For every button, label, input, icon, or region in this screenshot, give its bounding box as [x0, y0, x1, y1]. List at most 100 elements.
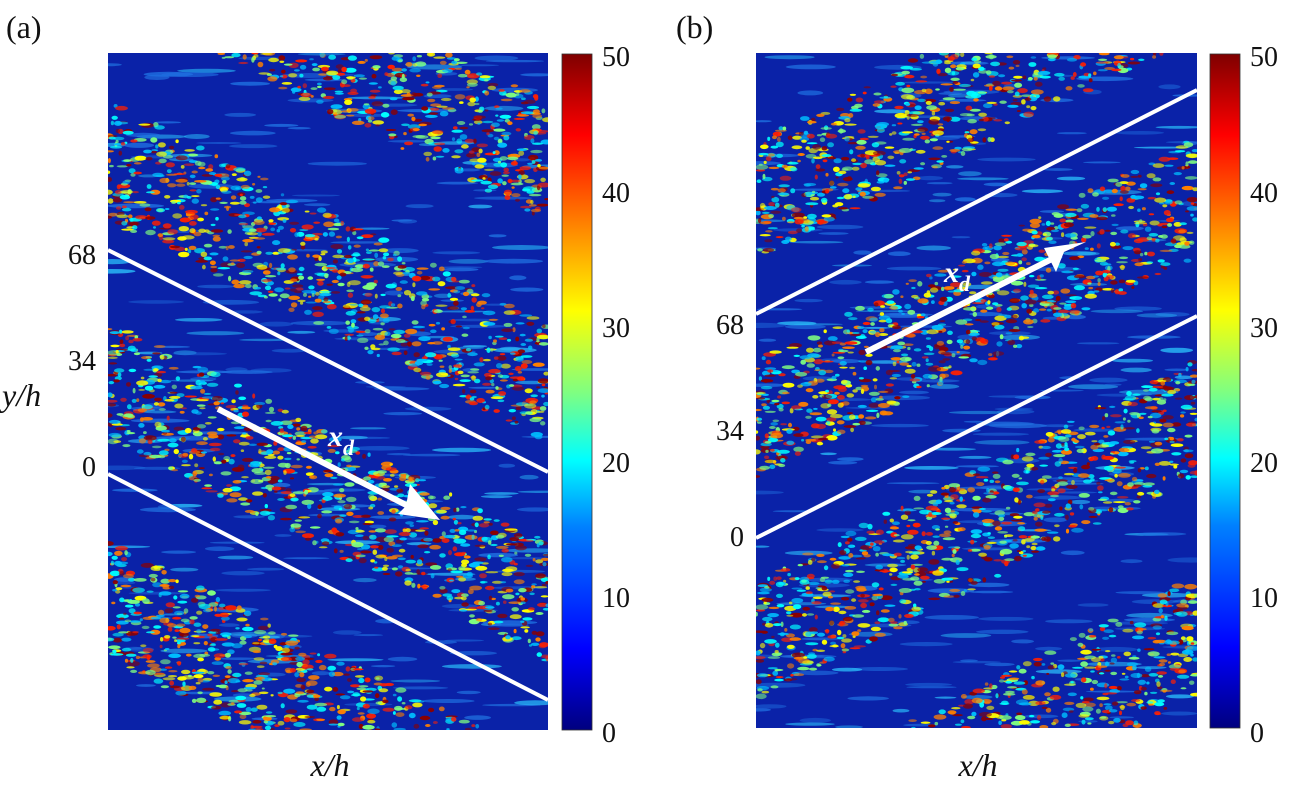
- field-speckle: [785, 236, 792, 241]
- field-streak: [509, 275, 527, 281]
- field-speckle: [432, 156, 437, 161]
- field-speckle: [860, 153, 865, 158]
- field-speckle: [344, 333, 355, 336]
- field-speckle: [350, 694, 361, 697]
- field-speckle: [889, 377, 898, 380]
- field-speckle: [224, 680, 228, 684]
- field-speckle: [494, 105, 500, 109]
- field-streak: [1137, 532, 1187, 536]
- field-speckle: [805, 191, 812, 197]
- field-speckle: [112, 589, 117, 592]
- field-speckle: [245, 623, 250, 627]
- field-speckle: [430, 136, 441, 140]
- field-speckle: [517, 376, 525, 381]
- field-streak: [1046, 477, 1085, 480]
- field-streak: [421, 699, 475, 703]
- field-streak: [464, 715, 491, 720]
- field-speckle: [208, 164, 214, 170]
- field-streak: [1161, 711, 1197, 716]
- field-speckle: [518, 150, 525, 156]
- field-speckle: [875, 124, 883, 130]
- field-speckle: [960, 53, 965, 58]
- field-speckle: [759, 234, 771, 237]
- field-speckle: [1030, 56, 1037, 59]
- field-speckle: [373, 261, 380, 267]
- field-speckle: [182, 452, 189, 457]
- field-speckle: [352, 668, 364, 671]
- field-speckle: [926, 384, 930, 388]
- field-streak: [218, 623, 240, 627]
- field-speckle: [906, 333, 916, 338]
- field-speckle: [273, 490, 278, 493]
- field-streak: [517, 490, 548, 493]
- field-speckle: [135, 655, 140, 660]
- field-speckle: [367, 452, 371, 457]
- field-speckle: [1173, 172, 1182, 176]
- field-speckle: [405, 62, 413, 67]
- field-speckle: [1065, 212, 1077, 218]
- field-speckle: [176, 393, 185, 398]
- field-speckle: [495, 601, 500, 606]
- field-speckle: [331, 279, 339, 284]
- field-speckle: [169, 245, 181, 249]
- field-speckle: [349, 303, 359, 306]
- field-speckle: [254, 630, 267, 635]
- field-speckle: [308, 285, 315, 290]
- field-speckle: [436, 509, 447, 514]
- field-speckle: [458, 529, 467, 535]
- field-speckle: [1073, 55, 1081, 60]
- field-speckle: [899, 159, 907, 164]
- field-speckle: [189, 214, 199, 220]
- field-speckle: [256, 246, 261, 249]
- field-speckle: [977, 264, 984, 270]
- field-speckle: [913, 296, 921, 300]
- field-speckle: [800, 359, 806, 365]
- field-speckle: [243, 255, 253, 260]
- field-speckle: [490, 348, 494, 352]
- field-speckle: [215, 631, 221, 635]
- field-speckle: [769, 426, 776, 429]
- field-speckle: [136, 380, 149, 386]
- field-speckle: [910, 123, 924, 126]
- field-speckle: [770, 432, 784, 439]
- field-speckle: [185, 209, 198, 214]
- field-speckle: [214, 154, 219, 159]
- field-speckle: [1021, 303, 1027, 309]
- field-speckle: [501, 131, 512, 136]
- field-speckle: [524, 338, 534, 342]
- field-speckle: [374, 528, 387, 533]
- field-speckle: [166, 169, 172, 174]
- field-streak: [374, 256, 419, 262]
- field-speckle: [456, 121, 466, 125]
- field-speckle: [934, 273, 947, 277]
- field-speckle: [151, 565, 165, 569]
- field-speckle: [1167, 427, 1176, 433]
- field-speckle: [832, 326, 844, 330]
- field-speckle: [880, 595, 893, 601]
- field-speckle: [222, 487, 233, 493]
- field-speckle: [356, 687, 367, 691]
- field-speckle: [1070, 303, 1077, 309]
- field-speckle: [1045, 236, 1053, 241]
- field-speckle: [508, 601, 522, 604]
- field-speckle: [964, 131, 970, 134]
- field-speckle: [377, 511, 385, 515]
- field-streak: [1045, 619, 1093, 624]
- field-speckle: [1150, 183, 1163, 188]
- field-speckle: [758, 163, 763, 166]
- field-speckle: [1155, 238, 1160, 243]
- field-speckle: [528, 204, 537, 207]
- field-streak: [425, 572, 476, 576]
- field-speckle: [776, 153, 783, 158]
- field-speckle: [264, 725, 272, 730]
- field-speckle: [458, 279, 470, 284]
- field-speckle: [238, 396, 247, 401]
- field-speckle: [489, 171, 502, 176]
- field-streak: [831, 667, 863, 672]
- field-speckle: [898, 309, 903, 313]
- field-speckle: [1096, 216, 1108, 221]
- field-streak: [456, 690, 481, 695]
- field-speckle: [786, 346, 799, 349]
- field-speckle: [883, 95, 888, 99]
- panel-b: (b) xd 68 34 0 x/h 50 40 30 20 10 0: [676, 9, 1278, 783]
